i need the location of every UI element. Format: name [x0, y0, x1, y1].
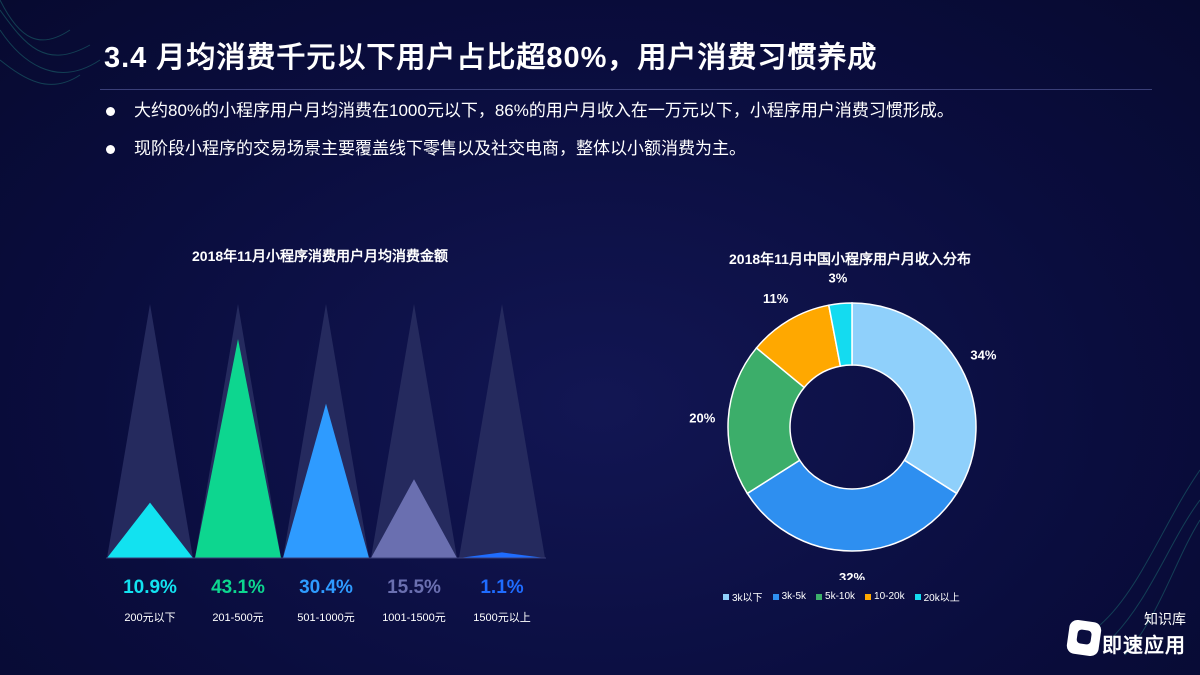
donut-value-label: 3% [828, 271, 847, 286]
title-divider [100, 89, 1152, 90]
bullet-item: 现阶段小程序的交易场景主要覆盖线下零售以及社交电商，整体以小额消费为主。 [106, 136, 954, 174]
legend-item: 3k以下 [723, 589, 763, 604]
app-logo-icon [1065, 618, 1103, 658]
watermark-line1: 知识库 [1144, 611, 1186, 627]
donut-slice [746, 459, 958, 552]
legend-item: 5k-10k [816, 589, 855, 604]
watermark-line2: 即速应用 [1102, 635, 1186, 657]
bar-value-label: 30.4% [299, 577, 353, 598]
legend-label: 10-20k [874, 591, 905, 602]
bar-chart-title: 2018年11月小程序消费用户月均消费金额 [192, 248, 448, 264]
bar [283, 403, 369, 558]
bar-category-label: 200元以下 [124, 612, 175, 624]
legend-swatch [772, 593, 779, 600]
donut-value-label: 32% [839, 570, 865, 580]
legend-swatch [914, 593, 921, 600]
bullet-text: 现阶段小程序的交易场景主要覆盖线下零售以及社交电商，整体以小额消费为主。 [134, 139, 746, 158]
donut-value-label: 11% [763, 291, 789, 306]
bar-track [459, 304, 545, 558]
bar [195, 339, 281, 558]
bar-category-label: 501-1000元 [297, 612, 355, 624]
donut-slice [827, 302, 853, 367]
donut-value-label: 20% [689, 411, 715, 426]
legend-label: 3k-5k [781, 591, 807, 602]
legend-item: 10-20k [865, 589, 905, 604]
bar-track [371, 304, 457, 558]
bar-value-label: 10.9% [123, 577, 177, 598]
bar-value-label: 43.1% [211, 577, 265, 598]
slide-title: 3.4 月均消费千元以下用户占比超80%，用户消费习惯养成 [104, 42, 878, 74]
legend-swatch [723, 593, 729, 600]
spend-bar-chart: 10.9% 200元以下 43.1% 201-500元 30.4% 501-1000元 15… [106, 304, 546, 624]
bar-track [107, 304, 193, 558]
bullet-dot-icon [106, 107, 115, 116]
legend-label: 5k-10k [825, 591, 856, 602]
bar-category-label: 201-500元 [212, 612, 263, 624]
bar-category-label: 1500元以上 [473, 611, 530, 624]
bullet-list: 大约80%的小程序用户月均消费在1000元以下，86%的用户月收入在一万元以下，… [106, 98, 954, 174]
legend-swatch [816, 593, 823, 600]
income-donut-chart: 34% 32% 20% 11% 3% [689, 271, 997, 580]
bar-value-label: 1.1% [480, 577, 523, 598]
donut-legend: 3k以下 3k-5k 5k-10k 10-20k 20k以上 [723, 589, 960, 604]
bar [107, 502, 193, 558]
legend-label: 3k以下 [732, 593, 763, 604]
bullet-dot-icon [106, 145, 115, 154]
legend-item: 20k以上 [914, 589, 960, 604]
donut-slice [727, 346, 806, 495]
donut-chart-title: 2018年11月中国小程序用户月收入分布 [729, 251, 971, 267]
bar-value-label: 15.5% [387, 577, 441, 598]
legend-label: 20k以上 [923, 593, 960, 604]
bar [459, 552, 545, 558]
donut-value-label: 34% [970, 348, 996, 363]
bullet-item: 大约80%的小程序用户月均消费在1000元以下，86%的用户月收入在一万元以下，… [106, 98, 954, 136]
legend-item: 3k-5k [772, 589, 807, 604]
bar-category-label: 1001-1500元 [382, 612, 446, 624]
legend-swatch [865, 593, 872, 600]
donut-slice [851, 302, 977, 495]
bar [371, 479, 457, 558]
bullet-text: 大约80%的小程序用户月均消费在1000元以下，86%的用户月收入在一万元以下，… [134, 101, 954, 120]
watermark: 知识库 即速应用 [1065, 609, 1186, 663]
